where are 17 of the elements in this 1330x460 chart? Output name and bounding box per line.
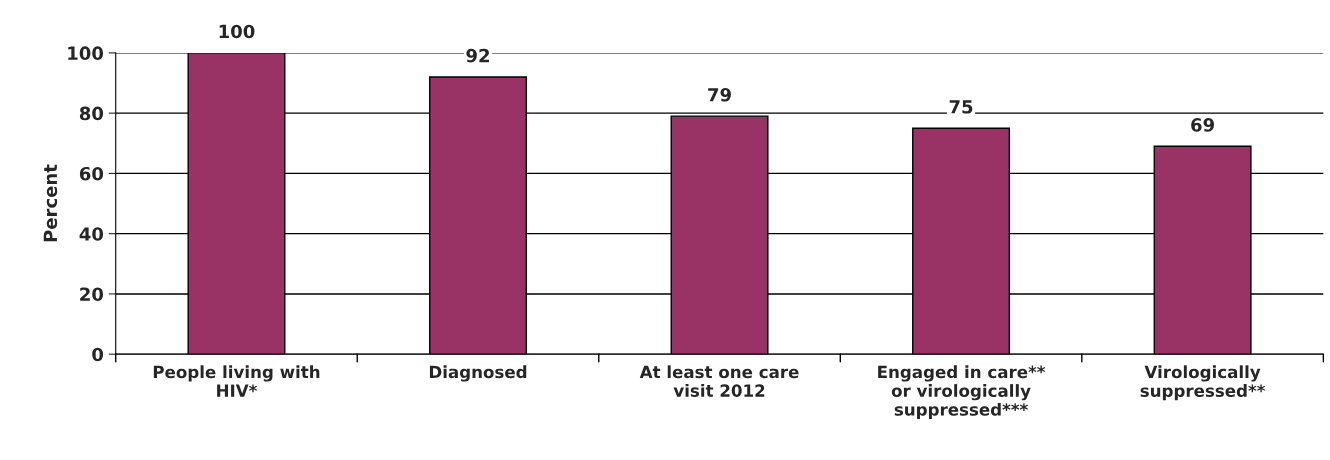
- data-label: 79: [708, 87, 731, 102]
- x-tick-label: Diagnosed: [429, 365, 527, 382]
- data-label: 75: [949, 100, 973, 114]
- y-tick-label: 100: [68, 46, 104, 61]
- data-label: 100: [219, 24, 255, 39]
- data-label: 92: [466, 48, 489, 63]
- y-tick-label: 40: [79, 227, 104, 241]
- x-tick-label: Engaged in care** or virologically suppressed***: [878, 365, 1046, 420]
- y-tick-label: 0: [92, 347, 104, 362]
- y-axis-title: Percent: [43, 164, 58, 242]
- x-tick-label: People living with HIV*: [153, 365, 320, 397]
- y-tick-label: 60: [79, 166, 104, 181]
- x-tick-label: Virologically suppressed**: [1140, 365, 1266, 401]
- x-tick-label: At least one care visit 2012: [639, 365, 799, 397]
- y-tick-label: 80: [79, 106, 104, 121]
- data-label: 69: [1191, 118, 1214, 132]
- y-tick-label: 20: [80, 287, 104, 302]
